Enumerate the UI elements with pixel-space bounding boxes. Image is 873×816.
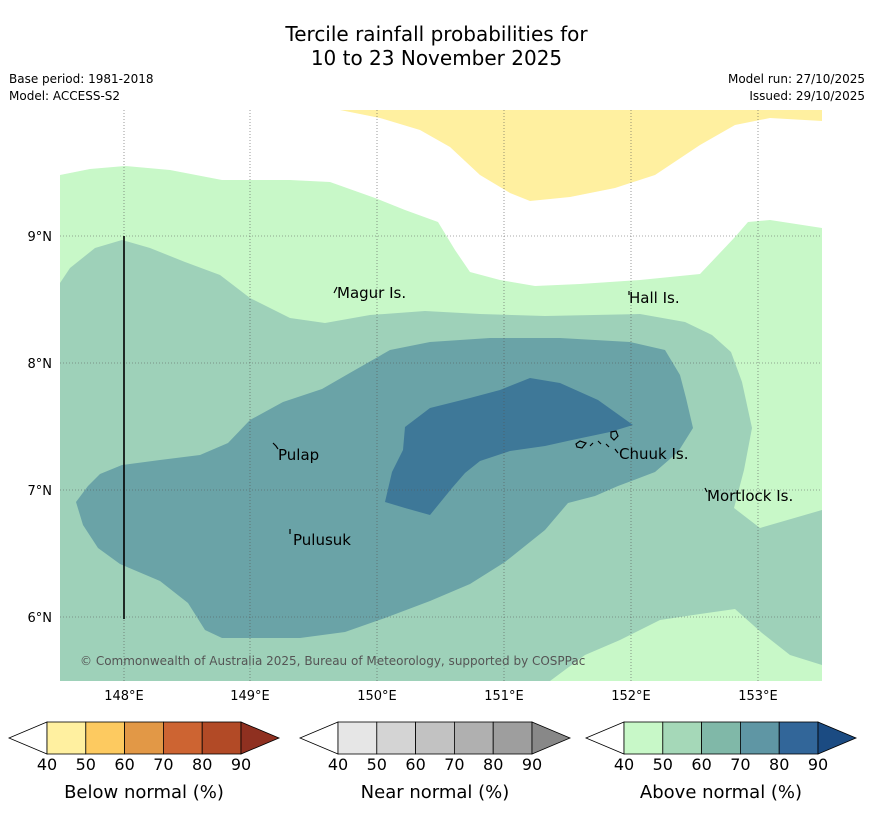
colorbar-1-extend-right [531,721,572,755]
colorbar-2-tick-50: 50 [653,755,673,774]
colorbar-0-tick-50: 50 [76,755,96,774]
mortlock-island-mark [704,487,708,493]
colorbar-1-title: Near normal (%) [361,782,510,803]
colorbar-1-segment-3 [453,721,494,755]
model-name: Model: ACCESS-S2 [9,89,121,103]
colorbar-0-tick-40: 40 [37,755,57,774]
colorbar-0-extend-left [7,721,48,755]
title-line-2: 10 to 23 November 2025 [310,46,563,70]
lon-label-148e: 148°E [104,689,144,704]
gridlines [60,110,822,681]
colorbar-2-segment-2 [701,721,741,755]
chart-title: Tercile rainfall probabilities for 10 to… [0,22,873,70]
colorbar-1-segment-4 [492,721,533,755]
pulap-island-mark [272,442,279,450]
lat-label-6n: 6°N [28,611,53,626]
colorbar-1-extend-left [298,721,339,755]
title-line-1: Tercile rainfall probabilities for [285,22,588,46]
place-label-mortlock: Mortlock Is. [707,487,793,505]
colorbar-0-title: Below normal (%) [64,782,224,803]
colorbar-2-segment-0 [623,721,664,755]
place-label-chuuk: Chuuk Is. [619,445,688,463]
colorbar-0-segment-1 [85,721,126,755]
colorbar-0-segment-4 [201,721,242,755]
colorbar-1-tick-80: 80 [483,755,503,774]
colorbar-2-segment-1 [662,721,702,755]
colorbar-0-segment-3 [162,721,203,755]
issued-date: Issued: 29/10/2025 [749,89,865,103]
lon-label-153e: 153°E [738,689,778,704]
colorbar-0-segment-2 [124,721,164,755]
colorbar-0-tick-80: 80 [192,755,212,774]
place-label-pulusuk: Pulusuk [293,531,351,549]
place-label-hall: Hall Is. [629,289,680,307]
colorbar-0-tick-70: 70 [153,755,173,774]
colorbar-1-segment-0 [337,721,378,755]
colorbar-0-extend-right [240,721,281,755]
place-label-magur: Magur Is. [337,284,406,302]
map-area [60,110,822,681]
above-normal-70-region [385,378,633,515]
colorbar-1-tick-60: 60 [405,755,425,774]
base-period: Base period: 1981-2018 [9,72,154,86]
lon-label-152e: 152°E [611,689,651,704]
colorbar-1-tick-50: 50 [367,755,387,774]
colorbar-2-tick-70: 70 [730,755,750,774]
colorbar-2-title: Above normal (%) [640,782,802,803]
colorbar-2-tick-40: 40 [614,755,634,774]
colorbar-group: 40 50 60 70 80 90 Below normal (%) 40 50 60 70 80 90… [7,721,858,803]
meta-left: Base period: 1981-2018 Model: ACCESS-S2 [9,71,154,105]
lat-label-9n: 9°N [28,230,53,245]
model-run: Model run: 27/10/2025 [727,72,865,86]
below-normal-40-region [340,110,822,201]
island-marks [272,286,708,534]
colorbar-1-segment-1 [376,721,416,755]
magur-island-mark [333,286,338,294]
colorbar-2-extend-left [584,721,625,755]
colorbar-2-tick-80: 80 [769,755,789,774]
colorbar-0-segment-0 [46,721,87,755]
colorbar-0-tick-90: 90 [231,755,251,774]
place-label-pulap: Pulap [278,446,319,464]
colorbar-2-extend-right [817,721,858,755]
lon-label-151e: 151°E [484,689,524,704]
meta-right: Model run: 27/10/2025 Issued: 29/10/2025 [728,71,865,105]
colorbar-2-segment-4 [778,721,819,755]
lat-label-8n: 8°N [28,357,53,372]
copyright-notice: © Commonwealth of Australia 2025, Bureau… [80,654,585,668]
colorbar-1-tick-90: 90 [522,755,542,774]
lat-label-7n: 7°N [28,484,53,499]
colorbar-1-tick-70: 70 [444,755,464,774]
chuuk-islands-mark [575,430,619,454]
colorbar-2-tick-60: 60 [691,755,711,774]
colorbar-1-tick-40: 40 [328,755,348,774]
colorbar-0-tick-60: 60 [114,755,134,774]
lon-label-149e: 149°E [230,689,270,704]
colorbar-2-tick-90: 90 [808,755,828,774]
colorbar-2-segment-3 [740,721,780,755]
colorbar-1-segment-2 [415,721,455,755]
lon-label-150e: 150°E [357,689,397,704]
